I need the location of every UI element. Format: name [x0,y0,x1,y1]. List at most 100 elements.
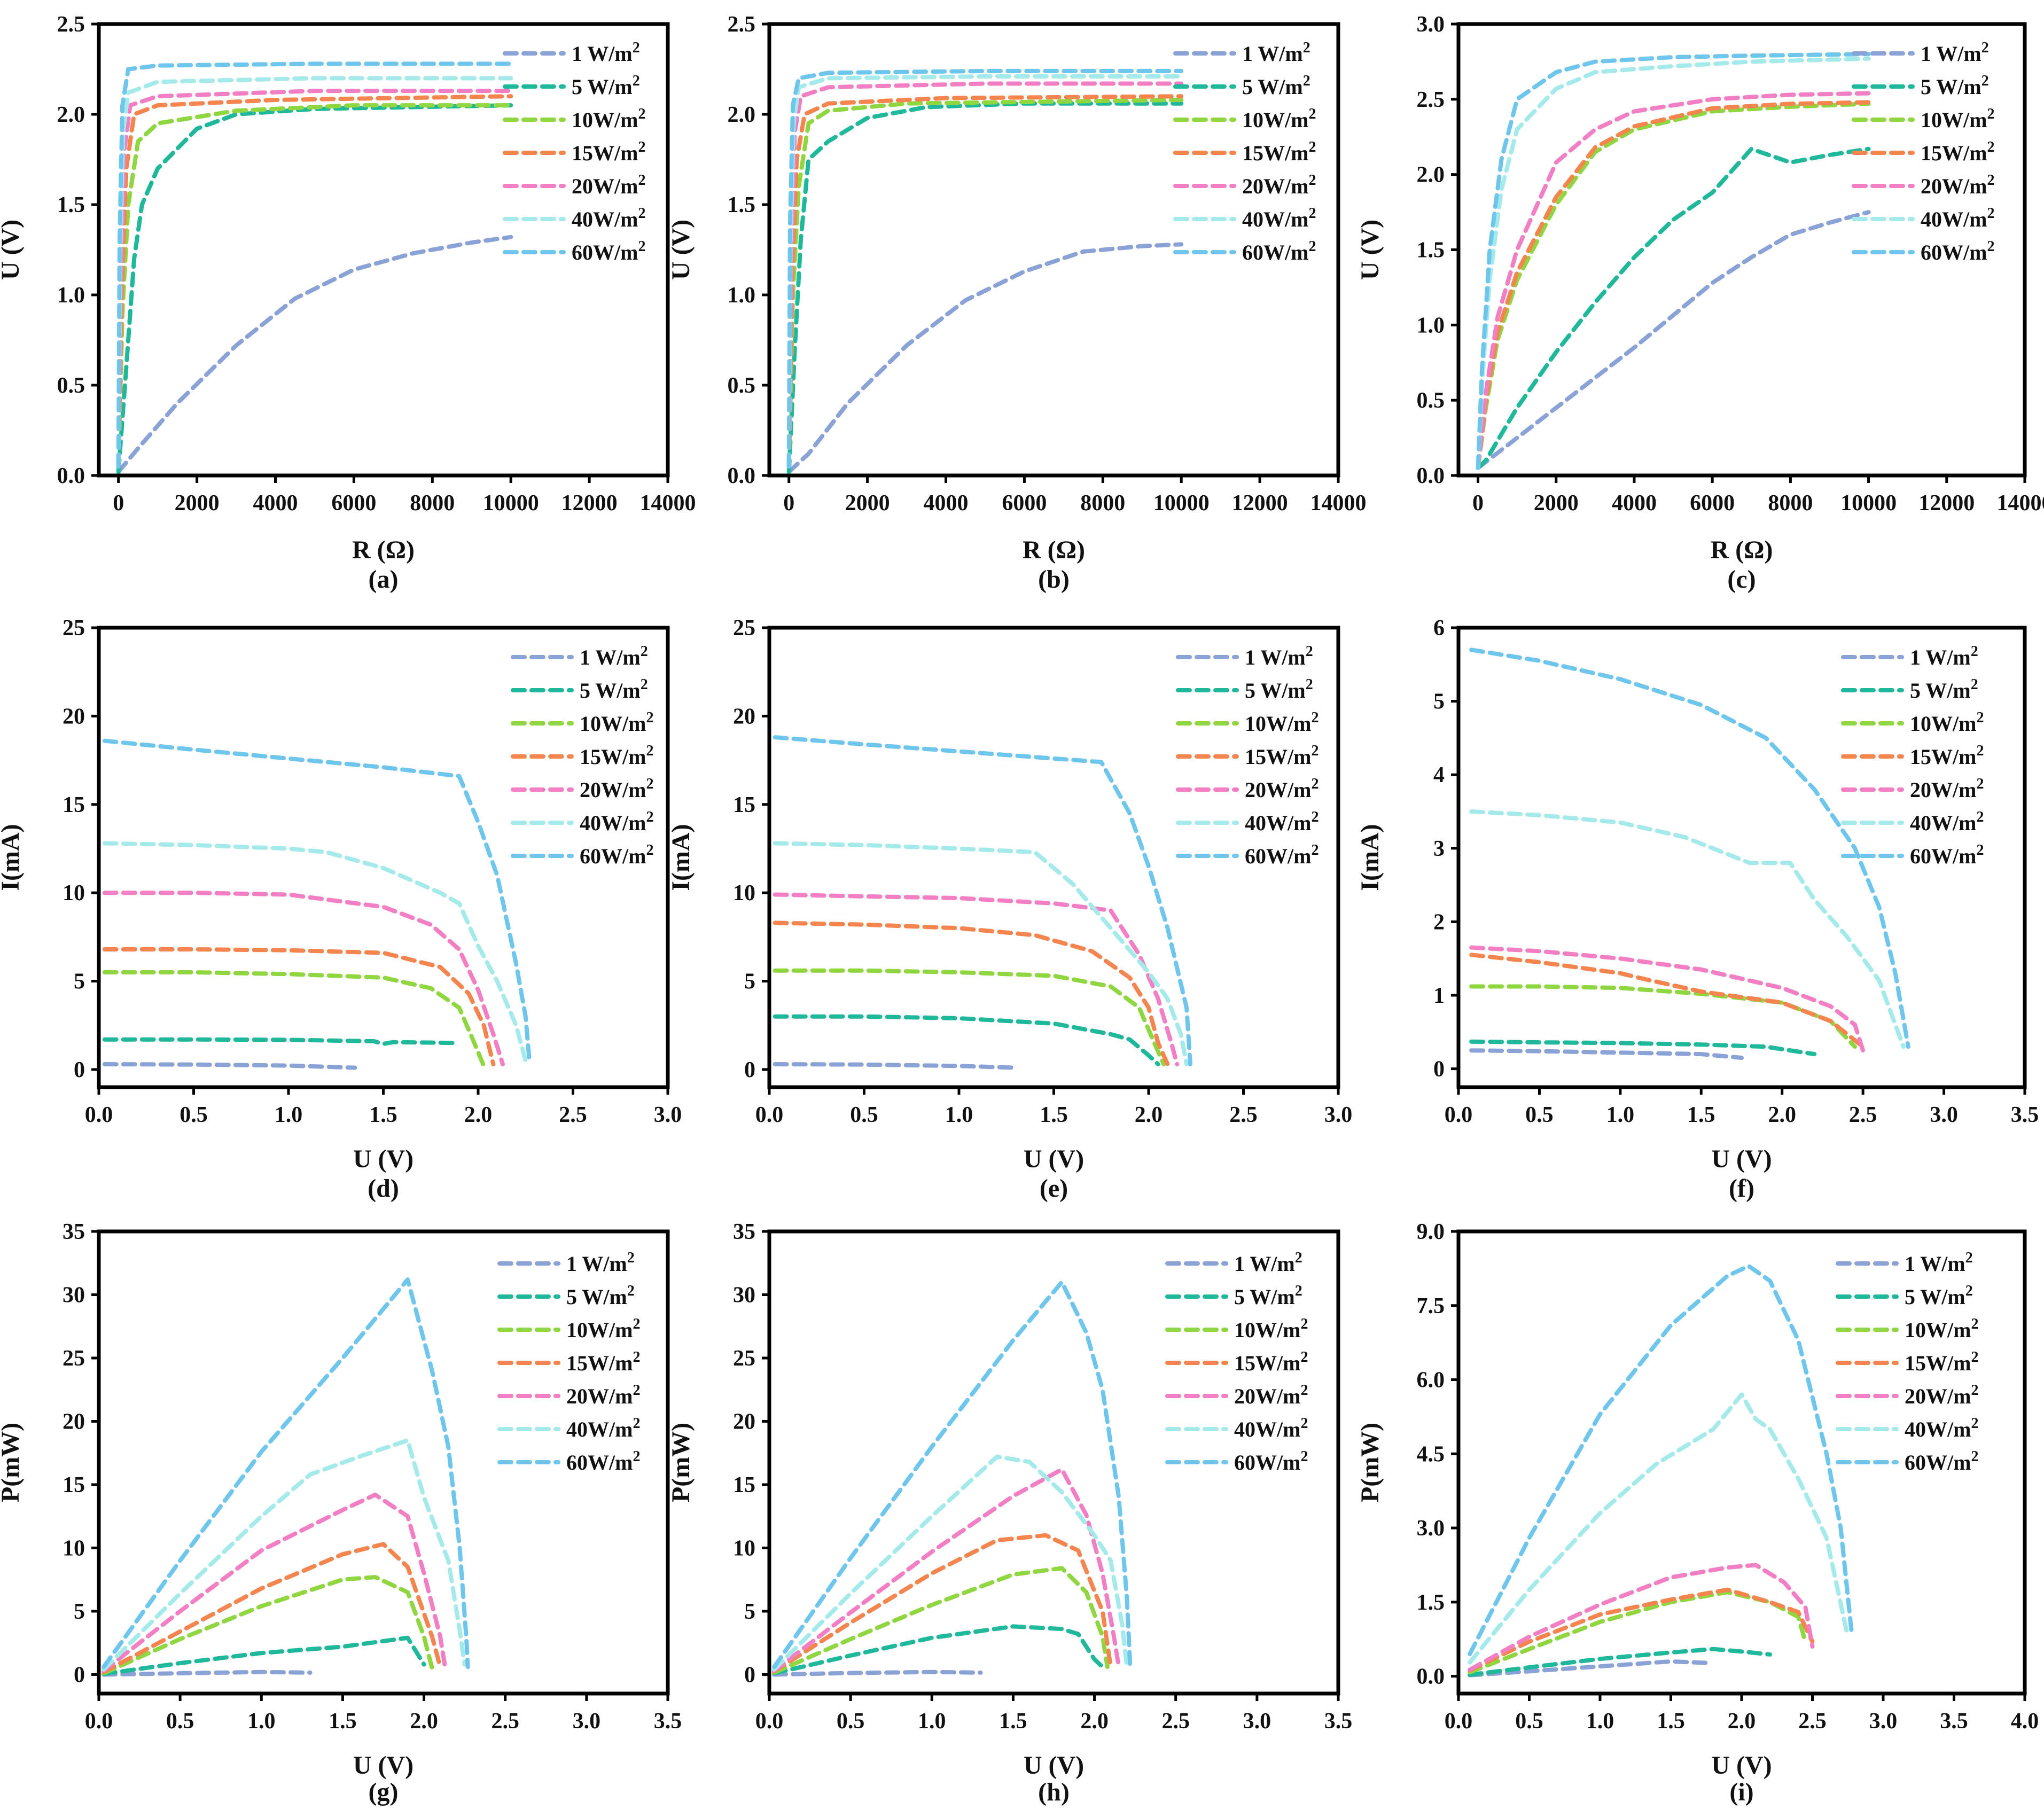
chart-panel-g: 0.0 0.5 1.0 1.5 2.0 2.5 3.0 3.5 0 5 10 15 20 25 30 35 U … [0,1220,682,1806]
legend-label: 1 W/m2 [572,40,640,66]
legend-label: 40W/m2 [1234,1415,1308,1441]
legend-item: 10W/m2 [503,106,645,132]
series-group [1468,1263,1854,1678]
x-tick-label: 10000 [1840,491,1897,516]
x-tick-label: 3.5 [654,1709,682,1734]
y-tick-label: 10 [733,881,755,906]
legend-label: 15W/m2 [1234,1349,1308,1375]
series-line-60wm2 [102,738,532,1063]
plot-frame [1456,626,2027,1089]
x-tick-label: 2.0 [464,1103,493,1127]
legend-item: 40W/m2 [511,809,653,835]
legend-label: 15W/m2 [1921,139,1994,165]
series-line-10wm2 [116,103,513,469]
y-tick-label: 0.0 [1417,1665,1445,1689]
legend-item: 40W/m2 [497,1415,640,1441]
legend-item: 1 W/m2 [511,643,648,669]
legend-label: 60W/m2 [1245,842,1319,868]
legend-item: 1 W/m2 [1852,40,1989,66]
y-tick-label: 2.0 [57,103,85,127]
y-tick-label: 1.5 [728,193,756,217]
legend-label: 1 W/m2 [580,643,648,669]
x-axis-label: R (Ω) [352,536,415,564]
x-axis-label: R (Ω) [1023,536,1085,564]
y-tick-label: 30 [63,1283,85,1307]
chart-panel-e: 0.0 0.5 1.0 1.5 2.0 2.5 3.0 0 5 10 15 20 25 U (V) I(mA… [667,616,1352,1203]
x-tick-label: 3.0 [1243,1709,1271,1734]
legend: 1 W/m2 5 W/m2 10W/m2 15W/m2 20W/m2 40W/m2 60W/… [497,1250,640,1474]
y-tick-label: 25 [63,1346,85,1371]
legend-label: 1 W/m2 [1910,643,1978,669]
x-tick-label: 1.5 [1040,1103,1068,1127]
legend-item: 10W/m2 [497,1316,640,1342]
legend-label: 40W/m2 [1245,809,1319,835]
legend-item: 10W/m2 [1852,106,1994,132]
series-group [1469,647,1910,1060]
series-group [772,1280,1133,1677]
y-tick-label: 3 [1433,837,1445,861]
series-line-60wm2 [1469,647,1910,1049]
legend-label: 15W/m2 [1905,1349,1978,1375]
legend-label: 40W/m2 [1905,1415,1978,1441]
series-line-10wm2 [773,968,1166,1066]
y-axis-label: I(mA) [0,824,25,891]
y-axis-label: I(mA) [1356,824,1384,891]
x-tick-label: 4000 [924,491,969,516]
x-tick-label: 2.5 [491,1709,519,1734]
legend-item: 1 W/m2 [497,1250,635,1276]
plot-frame [767,22,1340,478]
panel-label: (a) [369,565,399,594]
legend-item: 20W/m2 [497,1382,640,1408]
series-line-40wm2 [102,1438,467,1672]
legend-item: 15W/m2 [497,1349,640,1375]
x-tick-label: 0.5 [1515,1709,1543,1734]
x-tick-label: 0.5 [850,1103,878,1127]
y-tick-label: 15 [63,1473,85,1497]
legend-item: 1 W/m2 [1165,1250,1302,1276]
legend-item: 40W/m2 [1852,205,1994,231]
legend-label: 1 W/m2 [1242,40,1310,66]
x-tick-label: 0.0 [85,1103,113,1127]
legend-item: 1 W/m2 [503,40,640,66]
legend-label: 20W/m2 [1234,1382,1308,1408]
series-line-20wm2 [773,892,1180,1066]
legend-item: 20W/m2 [1841,776,1984,802]
series-line-60wm2 [772,1280,1133,1669]
y-tick-label: 25 [733,1346,755,1371]
legend-item: 5 W/m2 [1852,73,1989,99]
legend: 1 W/m2 5 W/m2 10W/m2 15W/m2 20W/m2 40W/m2 60W/… [1841,643,1984,868]
y-tick-label: 0.5 [57,373,85,398]
y-tick-label: 0 [74,1663,85,1687]
x-tick-label: 3.0 [1869,1709,1898,1734]
x-tick-label: 0.0 [1445,1709,1473,1734]
x-tick-label: 2.5 [1849,1103,1877,1127]
legend-item: 20W/m2 [1852,172,1994,198]
y-axis-label: U (V) [1356,220,1384,280]
legend-label: 20W/m2 [1245,776,1319,802]
chart-panel-h: 0.0 0.5 1.0 1.5 2.0 2.5 3.0 3.5 0 5 10 15 20 25 30 35 U … [667,1220,1352,1806]
y-tick-label: 0 [744,1058,755,1082]
legend-item: 10W/m2 [1165,1316,1308,1342]
series-line-5wm2 [786,101,1184,474]
legend-item: 20W/m2 [1173,172,1316,198]
series-line-20wm2 [1469,945,1866,1053]
y-tick-label: 0.5 [728,373,756,398]
y-tick-label: 0.0 [728,464,756,488]
x-tick-label: 3.0 [1324,1103,1353,1127]
y-axis-label: U (V) [667,220,695,280]
x-tick-label: 6000 [331,491,376,516]
x-tick-label: 3.0 [654,1103,682,1127]
y-axis-label: P(mW) [0,1423,25,1502]
series-line-60wm2 [116,61,513,469]
legend-item: 5 W/m2 [497,1283,635,1309]
chart-panel-b: 0 2000 4000 6000 8000 10000 12000 14000 0.0 0.5 1.… [667,12,1367,594]
y-tick-label: 2 [1433,910,1445,934]
x-axis-label: U (V) [1024,1751,1084,1780]
legend-label: 40W/m2 [1910,809,1984,835]
series-line-1wm2 [773,1062,1018,1070]
legend-item: 20W/m2 [503,172,645,198]
series-line-10wm2 [772,1566,1110,1675]
legend-label: 15W/m2 [1910,743,1984,769]
x-tick-label: 1.5 [999,1709,1027,1734]
y-tick-label: 6.0 [1417,1368,1445,1393]
